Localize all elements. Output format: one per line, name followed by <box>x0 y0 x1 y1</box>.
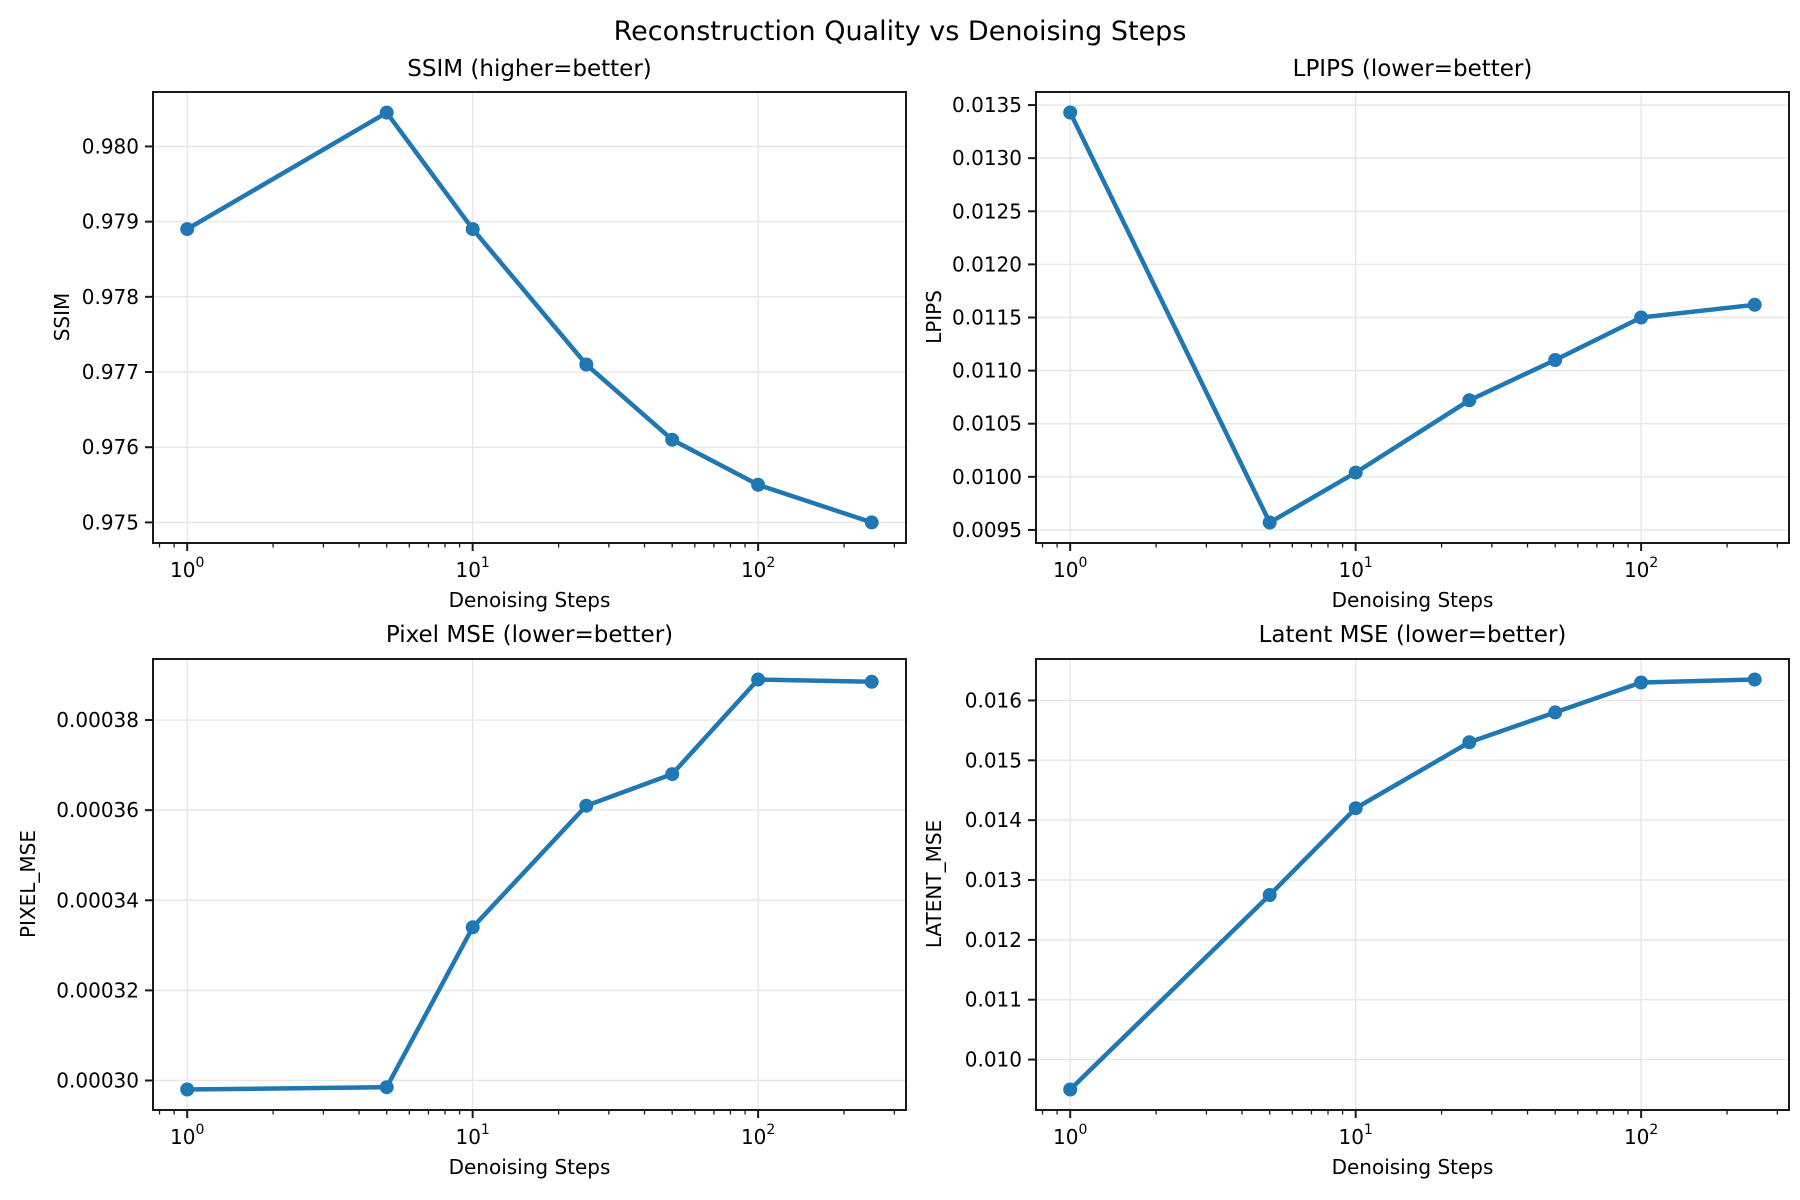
y-tick-label: 0.0110 <box>952 359 1022 383</box>
subplot-title-pixel-mse: Pixel MSE (lower=better) <box>385 622 674 648</box>
series-line <box>184 110 874 525</box>
y-tick-label: 0.980 <box>82 134 139 158</box>
axes-spine <box>152 91 907 544</box>
data-point <box>379 1080 394 1095</box>
y-tick-label: 0.0105 <box>952 412 1022 436</box>
x-tick-label: 101 <box>455 555 489 582</box>
data-point <box>1747 672 1762 687</box>
y-axis-label-lpips: LPIPS <box>922 290 946 344</box>
y-tick-label: 0.0095 <box>952 518 1022 542</box>
data-point <box>180 222 195 237</box>
data-point <box>1063 105 1078 120</box>
data-point <box>1348 801 1363 816</box>
data-point <box>579 798 594 813</box>
data-point <box>379 105 394 120</box>
subplot-lpips: 0.0095 0.0100 0.0105 0.0110 0.0115 0.0120 0.01… <box>952 91 1790 582</box>
subplot-ssim: 0.975 0.976 0.977 0.978 0.979 0.980 100 101 102 <box>82 91 907 582</box>
data-point <box>1548 705 1563 720</box>
data-point <box>864 515 879 530</box>
data-point <box>1063 1082 1078 1097</box>
x-axis-label-ssim: Denoising Steps <box>448 588 611 612</box>
figure-title: Reconstruction Quality vs Denoising Step… <box>613 16 1187 47</box>
y-tick-label: 0.00036 <box>56 798 139 822</box>
y-tick-label: 0.015 <box>965 748 1022 772</box>
data-point <box>1462 393 1477 408</box>
x-tick-label: 101 <box>1338 555 1372 582</box>
data-point <box>1348 465 1363 480</box>
x-axis-label-lpips: Denoising Steps <box>1331 588 1494 612</box>
y-tick-label: 0.979 <box>82 210 139 234</box>
data-point <box>864 674 879 689</box>
y-tick-label: 0.014 <box>965 808 1022 832</box>
data-point <box>465 222 480 237</box>
y-axis-label-latent-mse: LATENT_MSE <box>922 819 946 949</box>
x-tick-label: 101 <box>455 1122 489 1149</box>
data-point <box>180 1082 195 1097</box>
y-tick-label: 0.012 <box>965 928 1022 952</box>
y-tick-label: 0.0115 <box>952 306 1022 330</box>
x-tick-label: 102 <box>741 555 775 582</box>
data-point <box>751 477 766 492</box>
data-point <box>1462 735 1477 750</box>
y-tick-label: 0.975 <box>82 510 139 534</box>
x-tick-label: 102 <box>1624 1122 1658 1149</box>
data-point <box>579 357 594 372</box>
x-tick-label: 102 <box>1624 555 1658 582</box>
series-line <box>1067 677 1757 1092</box>
y-tick-label: 0.011 <box>965 988 1022 1012</box>
y-tick-label: 0.00034 <box>56 888 139 912</box>
data-point <box>1262 888 1277 902</box>
data-point <box>665 432 680 447</box>
data-point <box>665 767 680 782</box>
data-point <box>465 920 480 935</box>
subplot-pixel: 0.00030 0.00032 0.00034 0.00036 0.00038 100 10… <box>56 658 907 1149</box>
subplot-latent: 0.010 0.011 0.012 0.013 0.014 0.015 0.016 100 10… <box>965 658 1790 1149</box>
axes-spine <box>152 658 907 1111</box>
x-axis-label-pixel-mse: Denoising Steps <box>448 1155 611 1179</box>
y-tick-label: 0.013 <box>965 868 1022 892</box>
subplot-title-ssim: SSIM (higher=better) <box>407 56 652 82</box>
y-tick-label: 0.00038 <box>56 708 139 732</box>
y-tick-label: 0.0100 <box>952 465 1022 489</box>
data-point <box>1634 675 1649 690</box>
y-tick-label: 0.00032 <box>56 978 139 1002</box>
data-point <box>1548 353 1563 367</box>
series-line <box>184 677 874 1092</box>
x-tick-label: 100 <box>1053 555 1087 582</box>
y-axis-label-ssim: SSIM <box>50 292 74 342</box>
data-point <box>1634 310 1649 325</box>
subplot-title-lpips: LPIPS (lower=better) <box>1292 56 1533 82</box>
x-tick-label: 100 <box>170 1122 204 1149</box>
data-point <box>1262 515 1277 530</box>
y-tick-label: 0.0120 <box>952 252 1022 276</box>
x-tick-label: 100 <box>1053 1122 1087 1149</box>
y-tick-label: 0.978 <box>82 285 139 309</box>
y-tick-label: 0.0125 <box>952 199 1022 223</box>
x-tick-label: 102 <box>741 1122 775 1149</box>
data-point <box>1747 297 1762 312</box>
y-axis-label-pixel-mse: PIXEL_MSE <box>16 829 40 939</box>
y-tick-label: 0.00030 <box>56 1068 139 1092</box>
y-tick-label: 0.0130 <box>952 146 1022 170</box>
axes-spine <box>1035 658 1790 1111</box>
x-axis-label-latent-mse: Denoising Steps <box>1331 1155 1494 1179</box>
y-tick-label: 0.016 <box>965 688 1022 712</box>
y-tick-label: 0.977 <box>82 360 139 384</box>
data-point <box>751 672 766 687</box>
y-tick-label: 0.010 <box>965 1048 1022 1072</box>
y-tick-label: 0.976 <box>82 435 139 459</box>
x-tick-label: 100 <box>170 555 204 582</box>
x-tick-label: 101 <box>1338 1122 1372 1149</box>
y-tick-label: 0.0135 <box>952 93 1022 117</box>
subplot-title-latent-mse: Latent MSE (lower=better) <box>1258 622 1567 648</box>
